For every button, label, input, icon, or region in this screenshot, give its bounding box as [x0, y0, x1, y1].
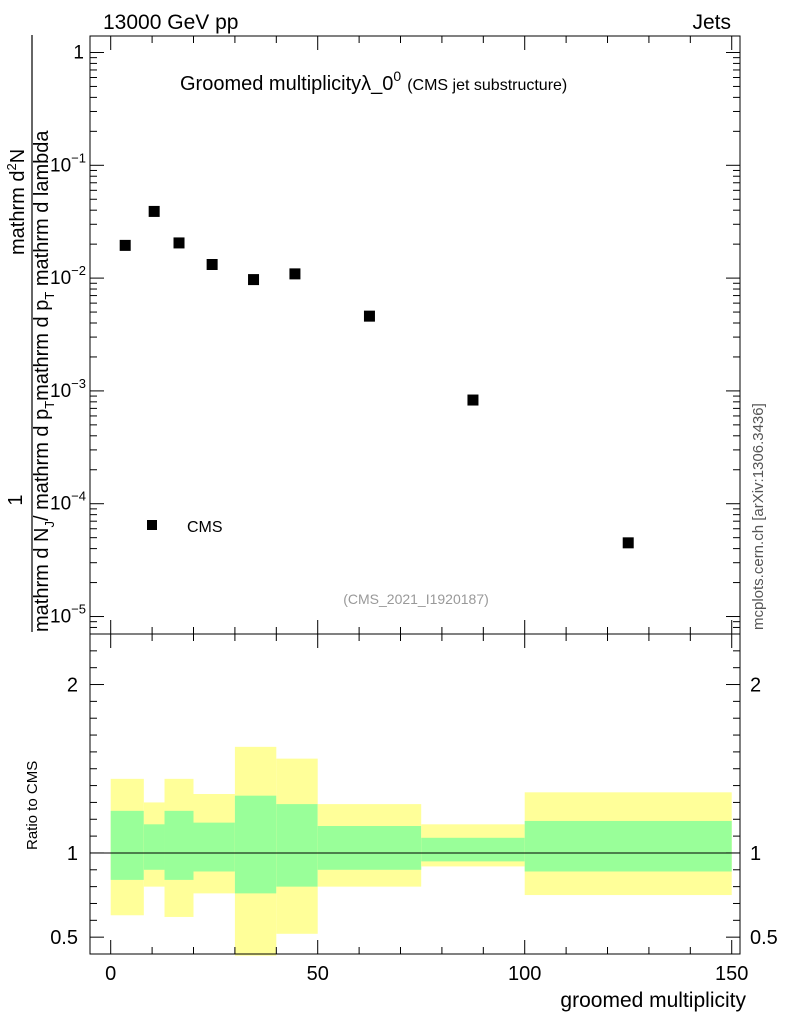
bottom-xtick-label: 0 — [105, 963, 116, 985]
ratio-band-inner — [421, 837, 525, 862]
x-axis-label: groomed multiplicity — [560, 989, 746, 1012]
top-ytick-label: 10−5 — [50, 602, 86, 628]
data-point — [119, 239, 131, 251]
svg-text:Groomed multiplicityλ_00(CMS j: Groomed multiplicityλ_00 (CMS jet substru… — [180, 68, 567, 95]
ratio-band-inner — [110, 810, 144, 880]
bottom-xtick-label: 150 — [715, 963, 748, 985]
side-label: mcplots.cern.ch [arXiv:1306.3436] — [750, 403, 767, 630]
ylabel-numerator-sup: 2 — [4, 163, 19, 170]
top-ytick-label: 10−3 — [50, 376, 86, 402]
top-data-points — [119, 205, 634, 549]
ratio-bands — [110, 746, 732, 956]
header-process: Jets — [692, 11, 731, 34]
data-point — [148, 205, 160, 217]
ylabel-middle-rest: mathrm d lambda — [31, 130, 53, 292]
bottom-axis-ticks: 0.5 0.5 1 1 2 2 0 50 100 150 — [50, 633, 778, 985]
ylabel-middle: mathrm d p — [31, 300, 53, 401]
top-ytick-label: 1 — [73, 42, 84, 63]
bottom-ytick-label-left: 2 — [67, 675, 78, 697]
top-ytick-label: 10−1 — [50, 150, 86, 176]
ratio-band-inner — [317, 826, 422, 870]
ratio-band-inner — [193, 822, 235, 872]
ylabel-denominator-rest: / mathrm d p — [31, 409, 53, 521]
data-point — [363, 310, 375, 322]
data-point — [206, 258, 218, 270]
bottom-xtick-label: 100 — [508, 963, 541, 985]
svg-text:1: 1 — [5, 494, 27, 505]
analysis-id: (CMS_2021_I1920187) — [343, 591, 489, 607]
svg-text:mathrm d NJ/ mathrm d pTmathrm: mathrm d NJ/ mathrm d pTmathrm d pT math… — [31, 130, 57, 632]
ylabel-denominator: mathrm d N — [31, 528, 53, 632]
plot-title: Groomed multiplicityλ_00 (CMS jet substru… — [180, 68, 567, 95]
ratio-band-inner — [164, 810, 194, 880]
top-ylabel: mathrm d2N 1 mathrm d NJ/ mathrm d pTmat… — [4, 35, 57, 632]
top-ytick-label: 10−4 — [50, 489, 86, 515]
bottom-ytick-label-right: 1 — [750, 843, 761, 865]
svg-text:mathrm d2N: mathrm d2N — [4, 149, 29, 255]
ylabel-numerator-expr: mathrm d — [7, 171, 29, 255]
ylabel-numerator-n: N — [7, 149, 29, 163]
data-point — [289, 268, 301, 280]
ylabel-denominator-sub: J — [42, 521, 57, 528]
bottom-ytick-label-left: 1 — [67, 843, 78, 865]
bottom-ytick-label-right: 0.5 — [750, 927, 778, 949]
data-point — [622, 537, 634, 549]
ylabel-middle-sub: T — [42, 292, 57, 300]
legend-marker — [147, 520, 157, 530]
legend-label: CMS — [187, 519, 223, 536]
data-point — [467, 394, 479, 406]
ylabel-numerator: 1 — [5, 494, 27, 505]
title-lambda: λ_0 — [361, 73, 393, 95]
top-ytick-label: 10−2 — [50, 263, 86, 289]
bottom-xtick-label: 50 — [307, 963, 329, 985]
data-point — [173, 237, 185, 249]
title-sup: 0 — [393, 68, 401, 84]
bottom-ytick-label-right: 2 — [750, 675, 761, 697]
data-point — [248, 274, 260, 286]
ratio-band-inner — [234, 795, 277, 894]
header-energy: 13000 GeV pp — [103, 11, 238, 34]
bottom-ylabel: Ratio to CMS — [24, 761, 41, 850]
ratio-band-inner — [524, 820, 732, 872]
top-axis-ticks: 1 10−1 10−2 10−3 10−4 10−5 — [50, 36, 740, 635]
ratio-band-inner — [276, 804, 318, 887]
title-sub: (CMS jet substructure) — [407, 77, 567, 94]
bottom-panel-frame — [89, 633, 741, 955]
ratio-band-inner — [143, 824, 165, 870]
ylabel-denominator-rest-sub: T — [42, 401, 57, 409]
top-panel-frame — [89, 35, 741, 635]
title-main: Groomed multiplicity — [180, 73, 361, 95]
bottom-ytick-label-left: 0.5 — [50, 927, 78, 949]
